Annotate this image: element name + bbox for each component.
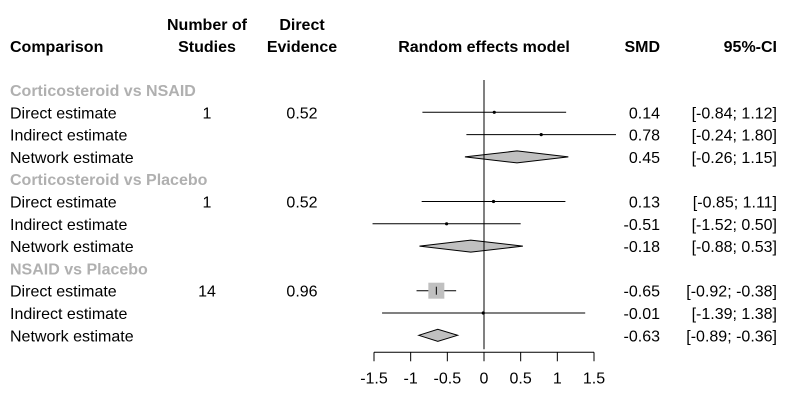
x-tick-label: 1.5	[583, 370, 605, 387]
direct-evidence-value: 0.52	[286, 105, 317, 122]
studies-value: 14	[198, 284, 216, 301]
header-studies-line1: Number of	[167, 17, 248, 34]
header-direct-line2: Evidence	[267, 39, 337, 56]
estimate-point	[445, 222, 449, 226]
x-axis: -1.5 -1 -0.5 0 0.5 1 1.5	[360, 80, 605, 387]
group-label: NSAID vs Placebo	[10, 261, 148, 278]
smd-value: 0.45	[629, 150, 660, 167]
x-tick-label: -1.5	[360, 370, 388, 387]
ci-value: [-0.84; 1.12]	[692, 105, 777, 122]
row-label: Indirect estimate	[10, 128, 127, 145]
header-studies-line2: Studies	[178, 39, 236, 56]
row-label: Network estimate	[10, 150, 134, 167]
network-diamond	[417, 328, 460, 342]
ci-value: [-0.92; -0.38]	[686, 284, 777, 301]
forest-marks	[372, 110, 616, 342]
row-label: Direct estimate	[10, 195, 117, 212]
direct-evidence-value: 0.52	[286, 195, 317, 212]
direct-evidence-value: 0.96	[286, 284, 317, 301]
x-tick-label: -1	[404, 370, 418, 387]
smd-value: -0.51	[624, 217, 661, 234]
header-model: Random effects model	[398, 39, 570, 56]
smd-value: -0.18	[624, 239, 661, 256]
smd-value: 0.14	[629, 105, 660, 122]
smd-value: 0.13	[629, 195, 660, 212]
header-comparison: Comparison	[10, 39, 103, 56]
row-label: Network estimate	[10, 328, 134, 345]
smd-value: -0.01	[624, 306, 661, 323]
ci-value: [-1.39; 1.38]	[692, 306, 777, 323]
row-label: Network estimate	[10, 239, 134, 256]
header-ci: 95%-CI	[724, 39, 777, 56]
ci-value: [-1.52; 0.50]	[692, 217, 777, 234]
header-direct-line1: Direct	[279, 17, 325, 34]
forest-rows: Corticosteroid vs NSAID Direct estimate 1 0…	[10, 83, 777, 345]
row-label: Direct estimate	[10, 105, 117, 122]
ci-value: [-0.88; 0.53]	[692, 239, 777, 256]
x-tick-label: 0.5	[510, 370, 532, 387]
x-tick-label: -0.5	[434, 370, 462, 387]
ci-value: [-0.24; 1.80]	[692, 128, 777, 145]
row-label: Indirect estimate	[10, 217, 127, 234]
smd-value: -0.63	[624, 328, 661, 345]
estimate-point	[539, 133, 543, 137]
network-diamond	[419, 239, 523, 253]
x-tick-label: 1	[553, 370, 562, 387]
ci-value: [-0.89; -0.36]	[686, 328, 777, 345]
row-label: Indirect estimate	[10, 306, 127, 323]
header-smd: SMD	[624, 39, 660, 56]
x-tick-label: 0	[480, 370, 489, 387]
group-label: Corticosteroid vs NSAID	[10, 83, 196, 100]
studies-value: 1	[203, 195, 212, 212]
network-diamond	[464, 150, 569, 164]
ci-value: [-0.85; 1.11]	[693, 195, 777, 212]
studies-value: 1	[203, 105, 212, 122]
estimate-point	[491, 199, 496, 204]
group-label: Corticosteroid vs Placebo	[10, 172, 208, 189]
ci-value: [-0.26; 1.15]	[692, 150, 777, 167]
row-label: Direct estimate	[10, 284, 117, 301]
estimate-point	[492, 110, 496, 114]
smd-value: 0.78	[629, 128, 660, 145]
smd-value: -0.65	[624, 284, 661, 301]
header: Comparison Number of Studies Direct Evid…	[10, 17, 777, 56]
